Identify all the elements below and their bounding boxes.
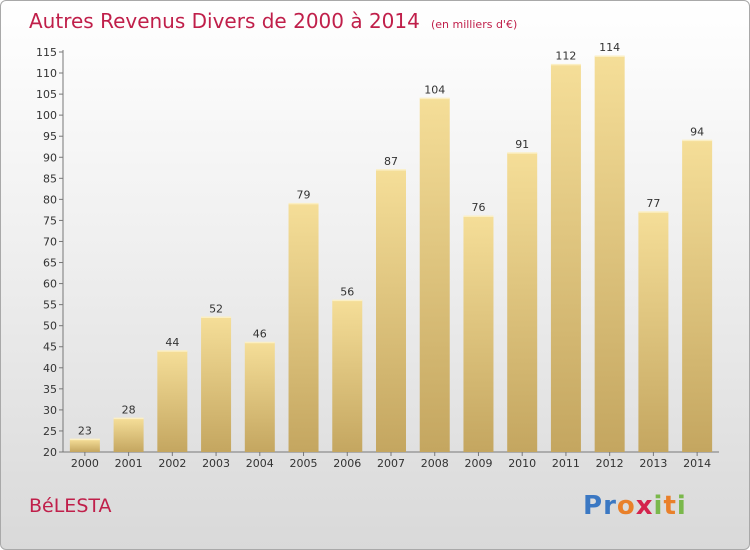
bar [638, 212, 669, 452]
brand-logo-letter: P [583, 491, 604, 521]
y-tick-label: 60 [43, 278, 57, 291]
data-label: 79 [297, 189, 311, 202]
y-tick-label: 35 [43, 383, 57, 396]
y-tick-label: 105 [36, 88, 57, 101]
bar [463, 216, 494, 452]
bar [550, 64, 581, 452]
y-tick-label: 95 [43, 130, 57, 143]
x-tick-label: 2009 [464, 457, 492, 470]
chart-title-text: Autres Revenus Divers de 2000 à 2014 [29, 9, 420, 33]
bar [682, 140, 713, 452]
brand-logo-letter: r [603, 491, 617, 521]
bar [419, 98, 450, 452]
data-label: 28 [122, 403, 136, 416]
x-tick-label: 2013 [639, 457, 667, 470]
y-tick-label: 65 [43, 257, 57, 270]
data-label: 112 [555, 50, 576, 63]
bar [332, 300, 363, 452]
data-label: 44 [165, 336, 179, 349]
data-label: 23 [78, 424, 92, 437]
place-name: BéLESTA [29, 495, 112, 517]
x-tick-label: 2006 [333, 457, 361, 470]
data-label: 77 [646, 197, 660, 210]
chart-unit-label: (en milliers d'€) [430, 18, 518, 31]
brand-logo-letter: o [616, 491, 636, 521]
x-tick-label: 2004 [246, 457, 274, 470]
y-tick-label: 40 [43, 362, 57, 375]
y-tick-label: 30 [43, 404, 57, 417]
bar [244, 342, 275, 452]
y-tick-label: 115 [36, 46, 57, 59]
x-tick-label: 2005 [290, 457, 318, 470]
y-tick-label: 80 [43, 193, 57, 206]
brand-logo-letter: i [676, 491, 687, 521]
brand-logo: Proxiti [583, 491, 687, 521]
y-tick-label: 45 [43, 341, 57, 354]
x-tick-label: 2008 [421, 457, 449, 470]
y-tick-label: 85 [43, 172, 57, 185]
y-tick-label: 70 [43, 235, 57, 248]
bar [201, 317, 232, 452]
y-tick-label: 20 [43, 446, 57, 459]
data-label: 52 [209, 302, 223, 315]
y-tick-label: 90 [43, 151, 57, 164]
x-tick-label: 2003 [202, 457, 230, 470]
x-tick-label: 2010 [508, 457, 536, 470]
data-label: 56 [340, 285, 354, 298]
brand-logo-letter: x [635, 491, 654, 521]
data-label: 94 [690, 125, 704, 138]
data-label: 114 [599, 41, 620, 54]
data-label: 91 [515, 138, 529, 151]
x-tick-label: 2007 [377, 457, 405, 470]
chart-title: Autres Revenus Divers de 2000 à 2014 (en… [29, 9, 517, 33]
x-tick-label: 2014 [683, 457, 711, 470]
y-tick-label: 100 [36, 109, 57, 122]
x-tick-label: 2011 [552, 457, 580, 470]
bar [69, 439, 100, 452]
x-tick-label: 2000 [71, 457, 99, 470]
data-label: 87 [384, 155, 398, 168]
y-tick-label: 55 [43, 299, 57, 312]
x-tick-label: 2012 [596, 457, 624, 470]
bar [594, 56, 625, 453]
x-tick-label: 2002 [158, 457, 186, 470]
y-tick-label: 25 [43, 425, 57, 438]
x-tick-label: 2001 [115, 457, 143, 470]
bar [113, 418, 144, 452]
brand-logo-letter: t [663, 491, 677, 521]
bar [288, 203, 319, 452]
y-tick-label: 75 [43, 214, 57, 227]
bar [157, 350, 188, 452]
y-tick-label: 110 [36, 67, 57, 80]
data-label: 76 [471, 201, 485, 214]
data-label: 104 [424, 83, 445, 96]
brand-logo-letter: i [653, 491, 664, 521]
bar [376, 169, 406, 453]
y-tick-label: 50 [43, 320, 57, 333]
data-label: 46 [253, 328, 267, 341]
bar [507, 153, 538, 453]
